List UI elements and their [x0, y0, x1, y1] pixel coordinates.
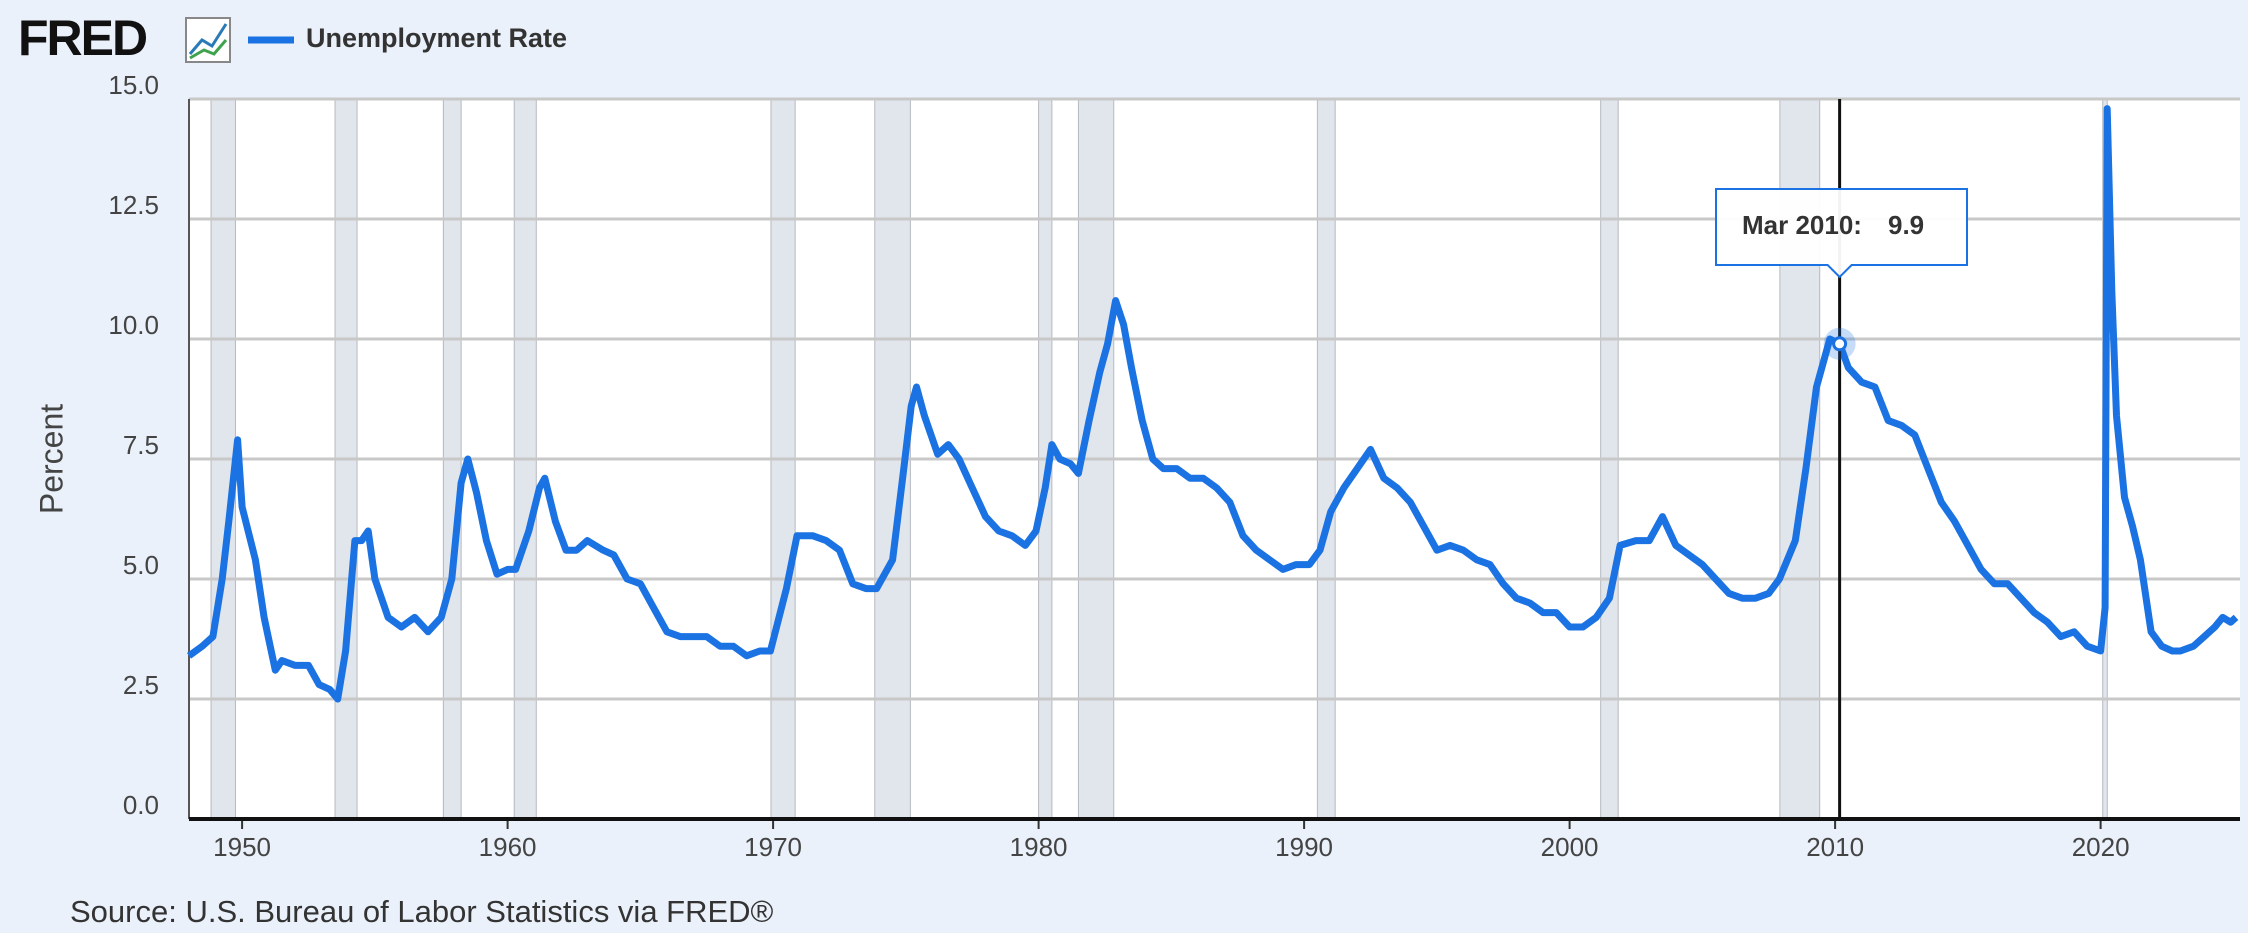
x-tick-label: 2010: [1806, 832, 1864, 862]
tooltip-box: [1715, 188, 1968, 279]
data-line: [186, 105, 2239, 703]
x-tick-label: 1950: [213, 832, 271, 862]
legend-label[interactable]: Unemployment Rate: [306, 23, 567, 53]
y-tick-label: 15.0: [108, 70, 159, 100]
x-tick-label: 2020: [2072, 832, 2130, 862]
y-tick-label: 12.5: [108, 190, 159, 220]
x-tick-label: 1960: [479, 832, 537, 862]
y-tick-label: 0.0: [123, 790, 159, 820]
hover-point: [1832, 336, 1848, 352]
y-tick-label: 10.0: [108, 310, 159, 340]
x-tick-label: 2000: [1541, 832, 1599, 862]
logo-icon: [185, 17, 231, 63]
x-tick-label: 1990: [1275, 832, 1333, 862]
tooltip-value: 9.9: [1888, 210, 1924, 240]
y-tick-label: 2.5: [123, 670, 159, 700]
logo: FRED: [18, 10, 147, 66]
x-tick-label: 1980: [1010, 832, 1068, 862]
y-tick-label: 5.0: [123, 550, 159, 580]
y-tick-label: 7.5: [123, 430, 159, 460]
source-note: Source: U.S. Bureau of Labor Statistics …: [70, 894, 774, 929]
tooltip-date: Mar 2010:: [1742, 210, 1862, 240]
y-axis-label: Percent: [33, 404, 69, 514]
x-tick-label: 1970: [744, 832, 802, 862]
